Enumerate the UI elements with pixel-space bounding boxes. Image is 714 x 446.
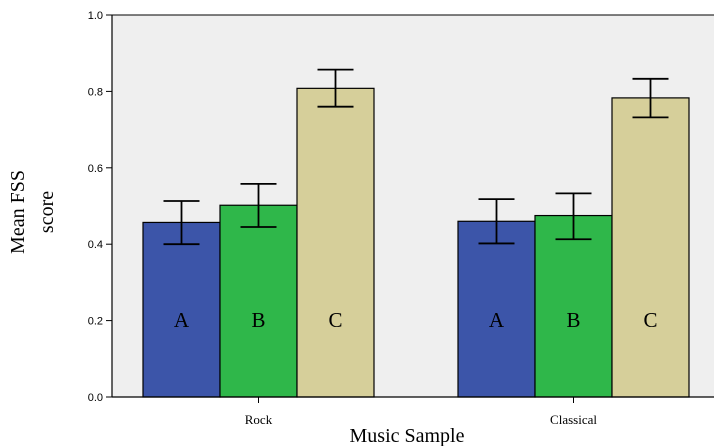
error-bar-c-rock	[317, 68, 354, 108]
bar-c-rock	[296, 87, 375, 398]
error-bar-c-classical	[632, 77, 669, 119]
bar-label-b-classical: B	[566, 308, 580, 332]
x-ticks-layer: Rock Classical	[245, 397, 597, 427]
y-tick-label-1.0: 1.0	[88, 10, 103, 22]
bar-a-classical	[457, 220, 536, 398]
y-ticks-layer: 0.0 0.2 0.4 0.6 0.8 1.0	[88, 10, 112, 404]
y-tick-label-0.4: 0.4	[88, 239, 103, 251]
x-tick-label-classical: Classical	[550, 412, 597, 427]
bar-a-rock	[142, 221, 221, 398]
error-bar-a-rock	[163, 200, 200, 246]
y-tick-label-0.2: 0.2	[88, 316, 103, 328]
error-bars-layer	[163, 68, 669, 246]
bar-label-c-classical: C	[643, 308, 657, 332]
bar-label-a-classical: A	[489, 308, 505, 332]
y-axis-title-line-2: score	[36, 191, 58, 233]
y-tick-label-0.6: 0.6	[88, 163, 103, 175]
y-axis-title-line-1: Mean FSS	[7, 170, 29, 254]
bar-label-a-rock: A	[174, 308, 190, 332]
y-tick-label-0.8: 0.8	[88, 86, 103, 98]
x-tick-label-rock: Rock	[245, 412, 273, 427]
bar-label-c-rock: C	[328, 308, 342, 332]
error-bar-b-classical	[555, 192, 592, 241]
bar-label-b-rock: B	[251, 308, 265, 332]
x-axis-title: Music Sample	[350, 425, 465, 446]
y-tick-label-0.0: 0.0	[88, 392, 103, 404]
bar-b-classical	[534, 214, 613, 398]
axes-layer	[111, 14, 714, 398]
bar-b-rock	[219, 204, 298, 398]
bar-c-classical	[611, 97, 690, 398]
error-bar-b-rock	[240, 182, 277, 228]
error-bar-a-classical	[478, 198, 515, 245]
bars-layer	[142, 87, 690, 398]
